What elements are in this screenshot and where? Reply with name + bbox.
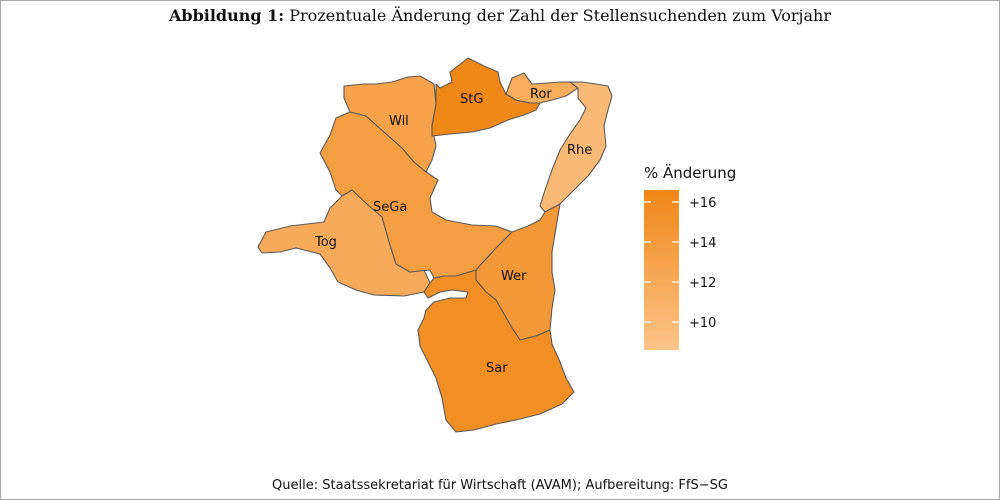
region-label-sega: SeGa	[373, 200, 407, 215]
region-wil[interactable]	[343, 75, 437, 173]
region-label-stg: StG	[460, 92, 483, 107]
legend-ticks: +16 +14 +12 +10	[644, 196, 716, 331]
legend-tick-label: +12	[689, 276, 716, 291]
region-label-tog: Tog	[314, 235, 337, 250]
figure-title: Abbildung 1: Prozentuale Änderung der Za…	[0, 6, 1000, 25]
region-labels-layer: StG Ror Rhe Wil SeGa Tog Wer Sar	[314, 87, 592, 376]
legend-tick-label: +10	[689, 316, 716, 331]
figure-title-text: Prozentuale Änderung der Zahl der Stelle…	[289, 6, 832, 25]
legend-colorbar	[644, 190, 679, 350]
legend: % Änderung +16 +14 +12 +10	[644, 163, 736, 350]
legend-tick-label: +16	[689, 196, 716, 211]
source-note: Quelle: Staatssekretariat für Wirtschaft…	[272, 478, 728, 493]
figure-label: Abbildung 1:	[168, 6, 285, 25]
region-label-wil: Wil	[389, 114, 409, 129]
region-label-wer: Wer	[501, 269, 527, 284]
legend-title: % Änderung	[644, 163, 736, 182]
region-label-rhe: Rhe	[567, 143, 592, 158]
region-label-ror: Ror	[530, 87, 552, 102]
regions-layer	[257, 57, 613, 433]
region-label-sar: Sar	[486, 361, 508, 376]
legend-tick-label: +14	[689, 236, 716, 251]
region-sar[interactable]	[417, 269, 575, 433]
